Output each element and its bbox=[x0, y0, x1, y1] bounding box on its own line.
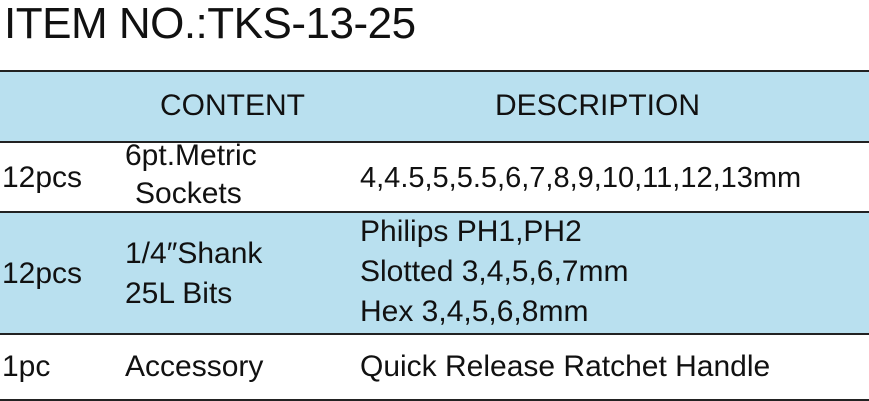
row-description-line: 4,4.5,5,5.5,6,7,8,9,10,11,12,13mm bbox=[360, 162, 802, 194]
table-row: 12pcs 6pt.Metric Sockets 4,4.5,5,5.5,6,7… bbox=[0, 139, 869, 211]
header-description: DESCRIPTION bbox=[495, 89, 701, 122]
table-row: 1pc Accessory Quick Release Ratchet Hand… bbox=[0, 335, 869, 399]
row-rule bbox=[0, 211, 869, 213]
row-quantity: 12pcs bbox=[2, 257, 83, 290]
row-description-line: Philips PH1,PH2 bbox=[360, 215, 582, 248]
item-number-title: ITEM NO.:TKS-13-25 bbox=[4, 0, 416, 48]
table-row: 12pcs 1/4″Shank 25L Bits Philips PH1,PH2… bbox=[0, 213, 869, 333]
row-content-line: 1/4″Shank bbox=[125, 237, 263, 270]
row-rule bbox=[0, 333, 869, 335]
header-bottom-rule bbox=[0, 141, 869, 143]
table-bottom-rule bbox=[0, 399, 869, 401]
row-quantity: 12pcs bbox=[2, 161, 83, 194]
row-description-line: Hex 3,4,5,6,8mm bbox=[360, 295, 589, 328]
row-content-line: 6pt.Metric bbox=[125, 139, 257, 172]
row-description-line: Quick Release Ratchet Handle bbox=[360, 350, 771, 383]
table-top-rule bbox=[0, 70, 869, 72]
row-description-line: Slotted 3,4,5,6,7mm bbox=[360, 255, 629, 288]
row-content-line: Sockets bbox=[135, 177, 242, 210]
table-header-row: CONTENT DESCRIPTION bbox=[0, 72, 869, 141]
row-quantity: 1pc bbox=[2, 350, 51, 383]
row-content-line: 25L Bits bbox=[125, 277, 233, 310]
row-content-line: Accessory bbox=[125, 350, 264, 383]
header-content: CONTENT bbox=[160, 89, 305, 122]
